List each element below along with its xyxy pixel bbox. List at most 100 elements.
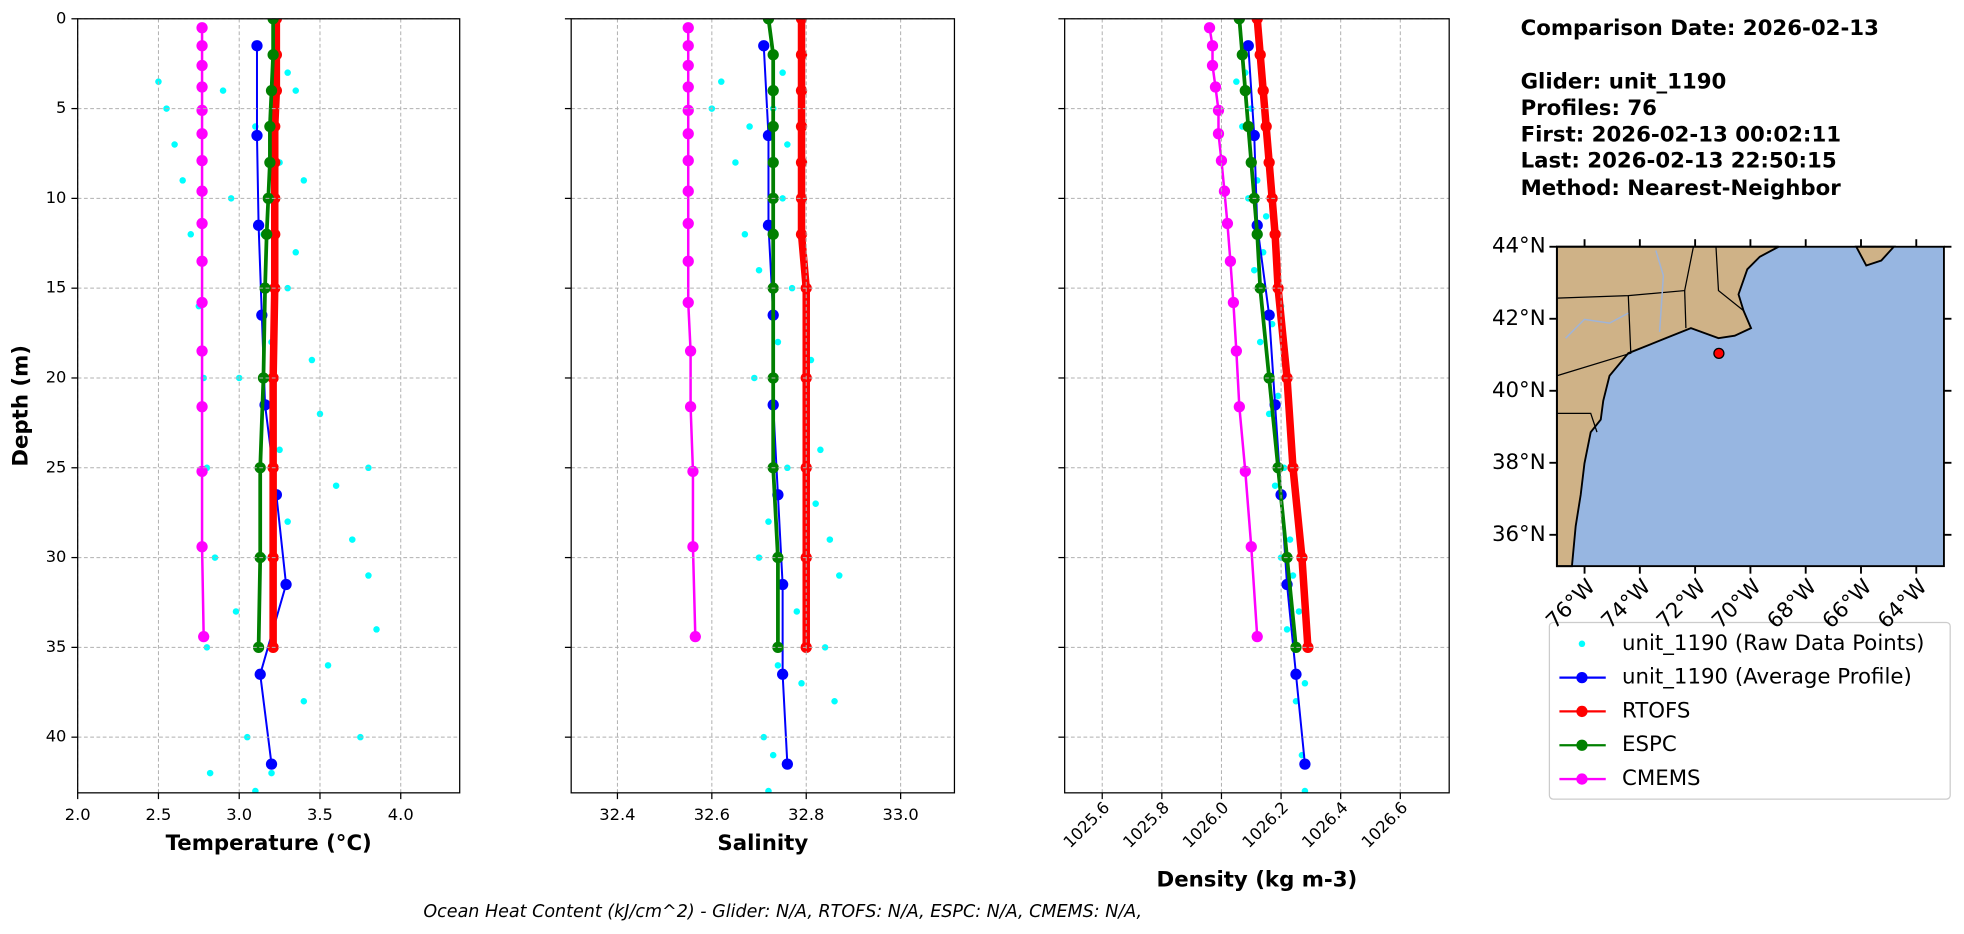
profile-point [795, 120, 808, 133]
raw-point [826, 536, 834, 543]
axes-frame [1064, 18, 1450, 794]
profile-point [767, 228, 779, 240]
profile-point [1224, 255, 1237, 267]
profile-point [1212, 104, 1225, 117]
raw-point [187, 231, 195, 238]
profile-point [1263, 156, 1275, 169]
profile-line [686, 27, 697, 637]
info-line: Glider: unit_1190 [1521, 70, 1727, 95]
info-line: Last: 2026-02-13 22:50:15 [1521, 149, 1837, 174]
y-tick-label: 10 [46, 188, 67, 207]
plot-area [155, 18, 380, 793]
y-tick-label: 38°N [1492, 450, 1546, 475]
y-tick-label: 15 [46, 278, 67, 297]
raw-point [1283, 626, 1291, 633]
profile-point [795, 192, 808, 205]
profile-point [1239, 84, 1251, 97]
raw-point [206, 769, 214, 777]
profile-point [257, 372, 270, 384]
profile-point [1203, 22, 1216, 34]
profile-point [251, 129, 263, 142]
x-tick-label: 4.0 [388, 805, 414, 824]
raw-point [171, 141, 178, 148]
y-tick-label: 5 [56, 98, 66, 117]
y-tick-label: 40°N [1492, 378, 1546, 403]
raw-point [324, 662, 332, 669]
legend-marker [1576, 705, 1588, 718]
profile-point [1251, 18, 1263, 25]
profile-point [259, 282, 271, 294]
profile-point [1260, 120, 1272, 133]
x-tick-label: 1026.4 [1298, 798, 1352, 852]
profile-point [196, 104, 208, 117]
profile-point [264, 120, 276, 133]
profile-point [196, 217, 208, 230]
profile-point [280, 578, 292, 591]
raw-point [179, 177, 186, 184]
profile-point [682, 255, 694, 267]
legend-label: unit_1190 (Raw Data Points) [1622, 631, 1924, 656]
y-tick-label: 42°N [1492, 306, 1546, 331]
raw-point [373, 626, 380, 633]
raw-point [1233, 78, 1240, 85]
profile-point [767, 49, 779, 61]
raw-point [292, 87, 300, 94]
profile-point [269, 228, 281, 240]
y-tick-label: 0 [56, 8, 66, 27]
raw-point [812, 500, 819, 507]
profile-point [682, 185, 694, 197]
profile-point [252, 641, 265, 654]
profile-point [795, 228, 808, 240]
raw-point [276, 446, 283, 454]
legend-marker [1576, 739, 1588, 751]
profile-line [256, 18, 276, 648]
raw-point [779, 195, 786, 202]
x-tick-label: 2.0 [65, 805, 91, 824]
y-tick-label: 30 [46, 547, 67, 566]
raw-point [203, 644, 211, 651]
axes-frame [77, 18, 461, 794]
y-tick-label: 25 [46, 457, 67, 476]
profile-point [1206, 40, 1219, 52]
profile-point [265, 758, 278, 770]
profile-point [1251, 630, 1263, 643]
plot-area [682, 18, 843, 793]
x-tick-label: 1026.6 [1358, 798, 1412, 852]
legend-box [1548, 621, 1951, 800]
profile-point [682, 155, 694, 167]
raw-point [1271, 482, 1279, 489]
profile-point [1212, 128, 1225, 140]
axes-frame [570, 18, 956, 794]
x-tick-label: 32.4 [599, 805, 635, 824]
raw-point [755, 266, 763, 274]
legend-marker [1578, 640, 1586, 648]
profile-point [1302, 641, 1314, 654]
profile-point [1242, 40, 1254, 52]
profile-point [682, 22, 694, 34]
profile-point [1299, 758, 1311, 770]
profile-point [252, 219, 265, 231]
raw-point [784, 141, 791, 148]
profile-line [269, 18, 281, 648]
raw-point [732, 159, 739, 166]
raw-point [284, 518, 291, 525]
profile-point [687, 465, 699, 478]
x-tick-label: 1026.0 [1179, 798, 1233, 852]
raw-point [836, 572, 843, 579]
profile-point [682, 104, 694, 117]
raw-point [1274, 392, 1282, 400]
x-tick-label: 1025.6 [1060, 798, 1114, 852]
river [1655, 250, 1665, 332]
legend-label: ESPC [1622, 732, 1677, 757]
profile-point [267, 18, 279, 25]
profile-point [196, 59, 208, 72]
y-tick-label: 20 [46, 367, 67, 386]
x-axis-label: Density (kg m-3) [1157, 868, 1358, 893]
raw-point [831, 697, 838, 705]
raw-point [760, 733, 768, 741]
profile-point [1245, 156, 1257, 169]
y-tick-label: 44°N [1492, 234, 1546, 259]
profile-point [767, 84, 779, 97]
x-tick-label: 1026.2 [1238, 798, 1292, 852]
